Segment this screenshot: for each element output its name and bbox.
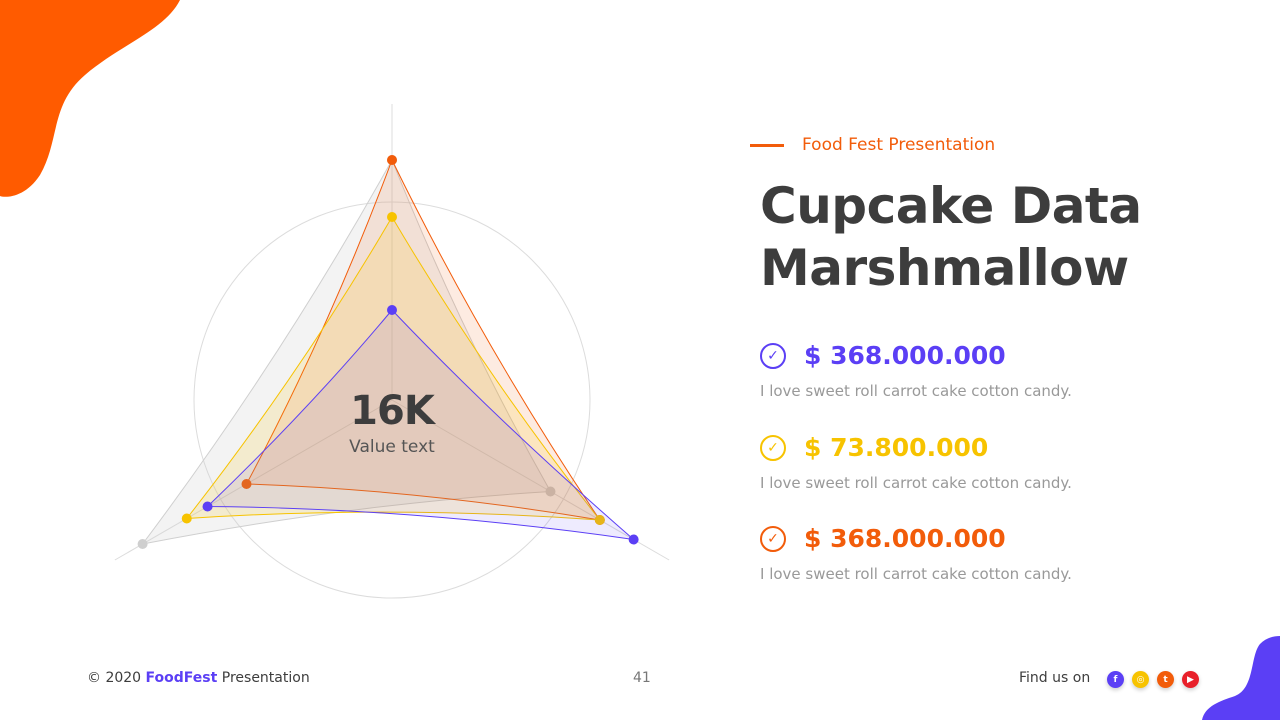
data-point-yellow: [181, 513, 192, 524]
stat-item: ✓ $ 368.000.000 I love sweet roll carrot c…: [760, 524, 1072, 583]
stat-amount: $ 368.000.000: [804, 524, 1006, 553]
check-circle-icon: ✓: [760, 525, 786, 552]
center-label: Value text: [349, 437, 435, 457]
data-point-purple: [628, 534, 639, 545]
eyebrow: Food Fest Presentation: [750, 135, 995, 155]
data-point-grey: [545, 486, 556, 497]
copyright-text: © 2020: [87, 670, 146, 686]
purple-corner-blob: [1202, 636, 1280, 720]
page-title: Cupcake Data Marshmallow: [760, 175, 1142, 299]
data-point-purple: [387, 305, 397, 315]
stat-item: ✓ $ 73.800.000 I love sweet roll carrot ca…: [760, 433, 1072, 492]
data-point-orange: [241, 479, 252, 489]
series-area-grey: [141, 158, 552, 545]
series-area-purple: [206, 309, 636, 541]
stat-desc: I love sweet roll carrot cake cotton can…: [760, 474, 1072, 492]
orange-corner-blob: [0, 0, 180, 197]
title-line-2: Marshmallow: [760, 239, 1129, 297]
axis-line: [114, 399, 393, 561]
copyright-suffix: Presentation: [217, 670, 310, 686]
stat-desc: I love sweet roll carrot cake cotton can…: [760, 565, 1072, 583]
social-links: f ◎ t ▶: [1107, 671, 1199, 688]
stat-amount: $ 73.800.000: [804, 433, 989, 462]
check-circle-icon: ✓: [760, 434, 786, 461]
data-point-yellow: [387, 212, 397, 222]
twitter-icon[interactable]: t: [1157, 671, 1174, 688]
data-point-yellow: [594, 515, 605, 525]
center-value: 16K: [350, 388, 435, 434]
eyebrow-line: [750, 143, 784, 147]
series-area-yellow: [185, 216, 601, 521]
data-point-purple: [202, 501, 213, 512]
brand-name: FoodFest: [145, 670, 218, 686]
radar-chart: [114, 104, 670, 599]
youtube-icon[interactable]: ▶: [1182, 671, 1199, 688]
stat-desc: I love sweet roll carrot cake cotton can…: [760, 382, 1072, 400]
instagram-icon[interactable]: ◎: [1132, 671, 1149, 688]
data-point-grey: [137, 539, 148, 549]
title-line-1: Cupcake Data: [760, 177, 1142, 235]
stat-amount: $ 368.000.000: [804, 341, 1006, 370]
find-us-label: Find us on: [1019, 670, 1091, 686]
axis-line: [391, 399, 670, 561]
data-point-orange: [387, 155, 397, 165]
footer-copyright: © 2020 FoodFest Presentation: [87, 670, 310, 686]
stat-item: ✓ $ 368.000.000 I love sweet roll carrot c…: [760, 341, 1072, 400]
page-number: 41: [633, 670, 651, 686]
check-circle-icon: ✓: [760, 342, 786, 369]
eyebrow-text: Food Fest Presentation: [802, 135, 996, 155]
facebook-icon[interactable]: f: [1107, 671, 1124, 688]
